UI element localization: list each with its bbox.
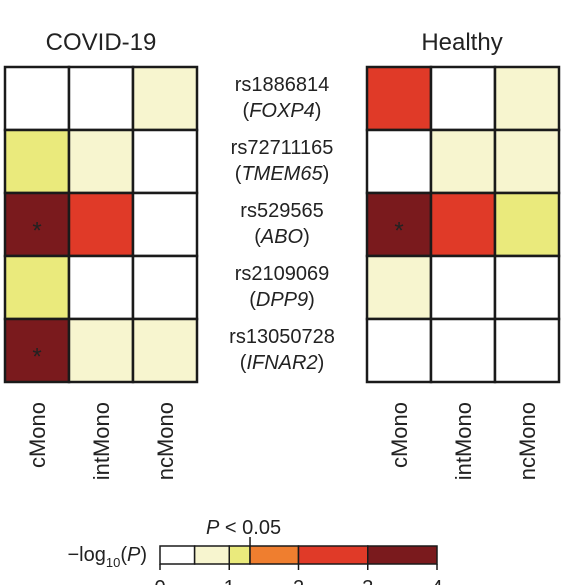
heatmap-cell — [429, 254, 497, 321]
row-labels: rs1886814 (FOXP4) rs72711165 (TMEM65) rs5295… — [229, 74, 335, 374]
heatmap-cell — [365, 128, 433, 195]
heatmap-cell — [429, 128, 497, 195]
row-label-snp: rs1886814 — [235, 74, 330, 96]
row-label-snp: rs72711165 — [231, 137, 334, 159]
row-label-gene: (FOXP4) — [243, 100, 322, 122]
colorbar: −log10(P) P < 0.05 0 1 2 3 4 — [67, 517, 442, 585]
row-label-gene: (ABO) — [254, 226, 310, 248]
colorbar-tick-label: 1 — [224, 577, 235, 585]
heatmap-cell — [131, 317, 199, 384]
column-label: cMono — [25, 402, 50, 468]
heatmap-cell — [67, 128, 135, 195]
heatmap-cell — [493, 128, 561, 195]
heatmap-cell — [3, 128, 71, 195]
heatmap-cell — [365, 65, 433, 132]
colorbar-bin — [297, 545, 369, 565]
colorbar-bin — [159, 545, 196, 565]
heatmap-cell — [493, 65, 561, 132]
colorbar-bin — [367, 545, 438, 565]
heatmap-cells: * * * — [3, 65, 561, 384]
row-label-gene: (DPP9) — [249, 289, 315, 311]
column-label: intMono — [89, 402, 114, 480]
column-label: ncMono — [153, 402, 178, 480]
colorbar-bin — [193, 545, 230, 565]
heatmap-cell — [365, 317, 433, 384]
heatmap-cell — [429, 191, 497, 258]
heatmap-cell — [131, 254, 199, 321]
panel-title-covid: COVID-19 — [46, 29, 157, 56]
heatmap-cell — [429, 317, 497, 384]
heatmap-cell — [493, 254, 561, 321]
heatmap-cell — [3, 254, 71, 321]
colorbar-bin — [249, 545, 300, 565]
column-label: cMono — [387, 402, 412, 468]
heatmap-cell — [365, 191, 433, 258]
row-label-gene: (TMEM65) — [235, 163, 329, 185]
significance-star: * — [32, 344, 41, 371]
heatmap-cell — [67, 317, 135, 384]
heatmap-cell — [3, 317, 71, 384]
heatmap-cell — [3, 65, 71, 132]
heatmap-cell — [67, 65, 135, 132]
heatmap-cell — [131, 191, 199, 258]
heatmap-cell — [131, 128, 199, 195]
colorbar-tick-label: 0 — [154, 577, 165, 585]
threshold-label: P < 0.05 — [206, 517, 281, 539]
colorbar-tick-label: 3 — [362, 577, 373, 585]
significance-star: * — [394, 218, 403, 245]
column-label: ncMono — [515, 402, 540, 480]
heatmap-cell — [493, 191, 561, 258]
heatmap-cell — [67, 191, 135, 258]
colorbar-label: −log10(P) — [67, 544, 147, 570]
heatmap-cell — [131, 65, 199, 132]
row-label-snp: rs2109069 — [235, 263, 330, 285]
row-label-snp: rs529565 — [240, 200, 323, 222]
heatmap-cell — [429, 65, 497, 132]
column-label: intMono — [451, 402, 476, 480]
heatmap-cell — [365, 254, 433, 321]
colorbar-tick-label: 4 — [431, 577, 442, 585]
heatmap-cell — [493, 317, 561, 384]
panel-title-healthy: Healthy — [421, 29, 502, 56]
heatmap-cell — [67, 254, 135, 321]
row-label-gene: (IFNAR2) — [240, 352, 324, 374]
significance-star: * — [32, 218, 41, 245]
column-labels: cMono intMono ncMono cMono intMono ncMono — [25, 402, 540, 480]
row-label-snp: rs13050728 — [229, 326, 335, 348]
colorbar-bin — [228, 545, 251, 565]
colorbar-tick-label: 2 — [293, 577, 304, 585]
